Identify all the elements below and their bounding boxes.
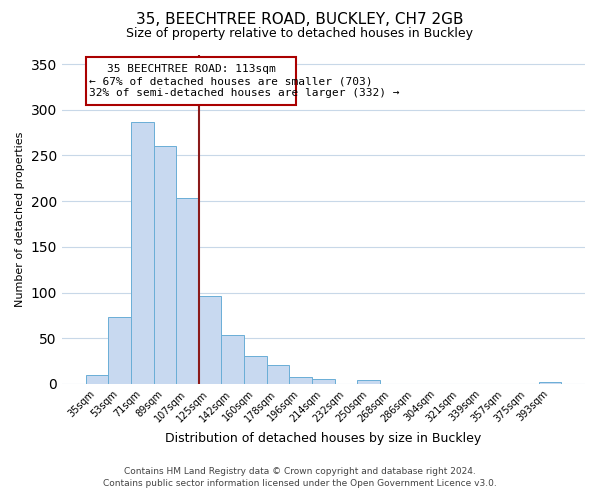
- Bar: [244, 356, 267, 384]
- Bar: [108, 317, 131, 384]
- Bar: [154, 146, 176, 384]
- Bar: [199, 296, 221, 384]
- Text: 35, BEECHTREE ROAD, BUCKLEY, CH7 2GB: 35, BEECHTREE ROAD, BUCKLEY, CH7 2GB: [136, 12, 464, 28]
- Y-axis label: Number of detached properties: Number of detached properties: [15, 132, 25, 307]
- Text: Contains public sector information licensed under the Open Government Licence v3: Contains public sector information licen…: [103, 478, 497, 488]
- Text: 32% of semi-detached houses are larger (332) →: 32% of semi-detached houses are larger (…: [89, 88, 400, 98]
- Bar: [86, 375, 108, 384]
- Bar: [289, 376, 312, 384]
- Bar: [312, 380, 335, 384]
- Text: 35 BEECHTREE ROAD: 113sqm: 35 BEECHTREE ROAD: 113sqm: [107, 64, 275, 74]
- Text: ← 67% of detached houses are smaller (703): ← 67% of detached houses are smaller (70…: [89, 76, 373, 86]
- Bar: [358, 380, 380, 384]
- Bar: [131, 122, 154, 384]
- Bar: [176, 198, 199, 384]
- Bar: [267, 364, 289, 384]
- Bar: [86, 57, 296, 105]
- Bar: [221, 334, 244, 384]
- Text: Contains HM Land Registry data © Crown copyright and database right 2024.: Contains HM Land Registry data © Crown c…: [124, 467, 476, 476]
- X-axis label: Distribution of detached houses by size in Buckley: Distribution of detached houses by size …: [165, 432, 482, 445]
- Text: Size of property relative to detached houses in Buckley: Size of property relative to detached ho…: [127, 28, 473, 40]
- Bar: [539, 382, 561, 384]
